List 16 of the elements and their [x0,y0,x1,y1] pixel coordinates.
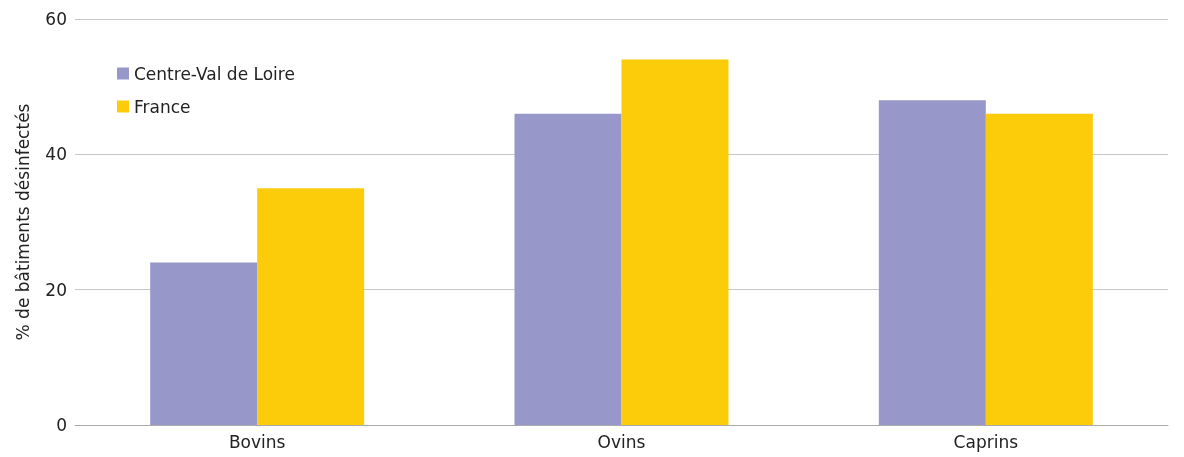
bar [257,188,365,425]
x-tick-label: Ovins [597,431,646,452]
y-axis-title: % de bâtiments désinfectés [12,103,33,341]
bar [150,262,258,425]
y-tick-label: 20 [45,279,67,300]
bar [621,59,729,425]
x-tick-label: Bovins [228,431,286,452]
y-tick-label: 0 [56,415,67,435]
legend-label: France [134,96,191,117]
x-tick-label: Caprins [953,431,1019,452]
legend-label: Centre-Val de Loire [134,63,295,84]
y-tick-label: 60 [45,9,67,29]
bar [878,100,986,425]
bar [985,113,1093,425]
bar [514,113,622,425]
y-tick-label: 40 [45,144,67,165]
